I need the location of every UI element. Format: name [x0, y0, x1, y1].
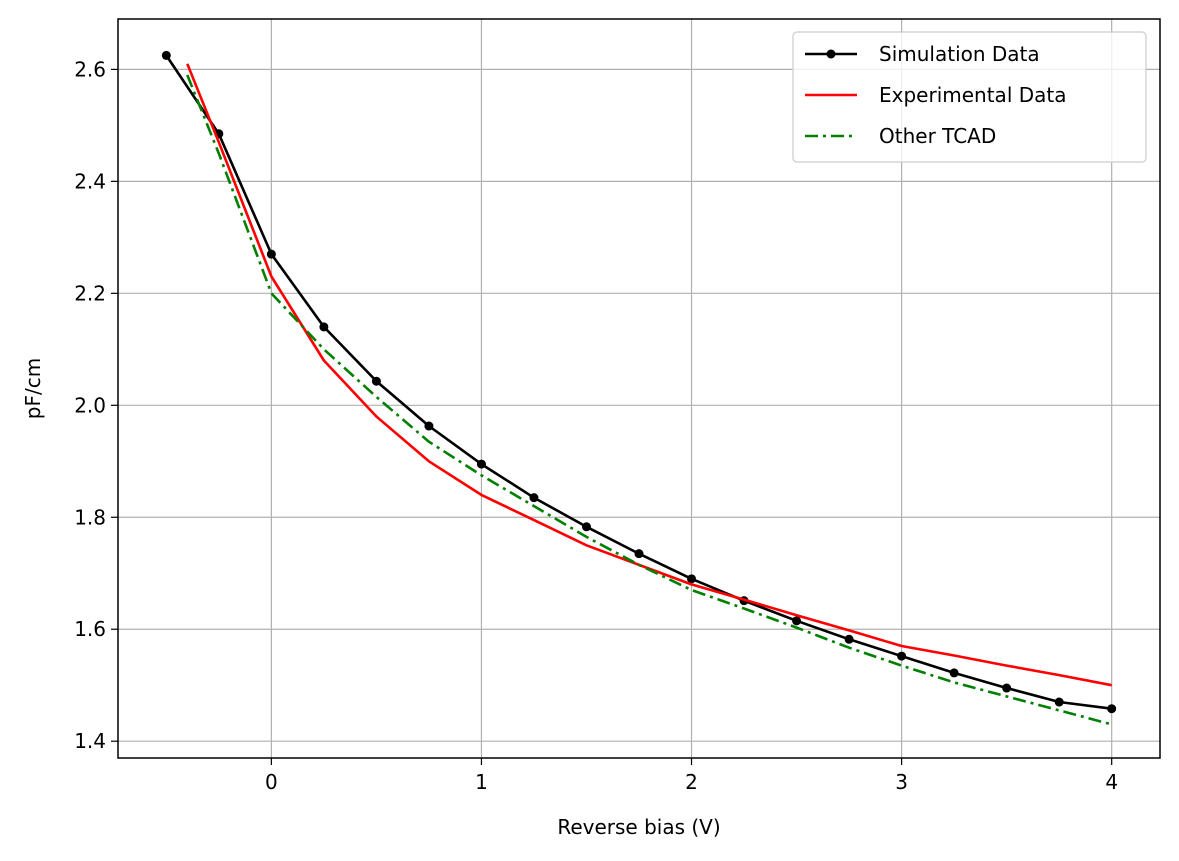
- legend-label: Simulation Data: [879, 42, 1040, 66]
- data-point: [319, 322, 329, 332]
- y-tick-label: 1.8: [74, 505, 106, 529]
- x-tick-label: 1: [475, 770, 488, 794]
- data-point: [476, 459, 486, 469]
- plot-frame: [117, 18, 1161, 759]
- y-tick-label: 2.0: [74, 393, 106, 417]
- series-layer: [161, 50, 1117, 726]
- data-point: [634, 549, 644, 559]
- legend-box: [792, 31, 1147, 163]
- data-point: [949, 668, 959, 678]
- data-point: [424, 421, 434, 431]
- data-point: [1002, 683, 1012, 693]
- data-point: [161, 50, 171, 60]
- data-point: [1054, 697, 1064, 707]
- data-point: [371, 376, 381, 386]
- legend-label: Experimental Data: [879, 83, 1066, 107]
- x-tick-label: 4: [1105, 770, 1118, 794]
- y-tick-label: 2.6: [74, 57, 106, 81]
- x-tick-label: 3: [895, 770, 908, 794]
- data-point: [529, 493, 539, 503]
- y-axis-label: pF/cm: [21, 358, 45, 419]
- data-point: [581, 522, 591, 532]
- x-tick-label: 2: [685, 770, 698, 794]
- legend-items: Simulation Data Experimental Data Other TC…: [805, 42, 1066, 148]
- y-tick-label: 2.4: [74, 169, 106, 193]
- x-tick-label: 0: [265, 770, 278, 794]
- tick-layer: 0 1 2 3 4 1.4 1.6 1.8 2.0 2.2 2.4 2.6: [74, 57, 1118, 794]
- data-point: [792, 616, 802, 626]
- legend-marker: [826, 49, 836, 59]
- data-point: [266, 249, 276, 259]
- y-tick-label: 1.4: [74, 729, 106, 753]
- y-tick-label: 1.6: [74, 617, 106, 641]
- legend-label: Other TCAD: [879, 124, 996, 148]
- data-point: [897, 651, 907, 661]
- data-point: [1107, 704, 1117, 714]
- legend: Simulation Data Experimental Data Other TC…: [792, 31, 1147, 163]
- y-tick-label: 2.2: [74, 281, 106, 305]
- grid-layer: [118, 19, 1160, 758]
- data-point: [687, 574, 697, 584]
- series-line: [186, 74, 1113, 726]
- x-axis-label: Reverse bias (V): [557, 815, 720, 839]
- data-point: [844, 634, 854, 644]
